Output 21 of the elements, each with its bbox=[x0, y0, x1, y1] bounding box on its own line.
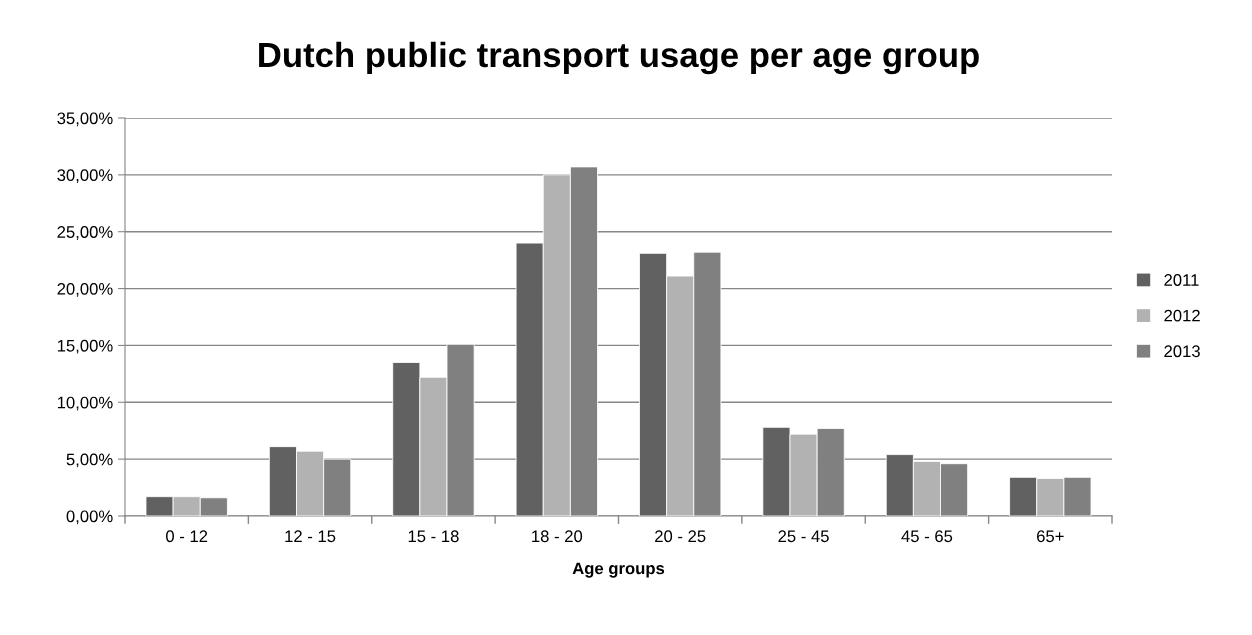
y-tick-label: 20,00% bbox=[57, 282, 113, 297]
x-tick-label: 20 - 25 bbox=[655, 530, 706, 543]
y-tick-label: 25,00% bbox=[57, 226, 113, 240]
y-tick-label: 15,00% bbox=[57, 339, 113, 354]
x-axis-title: Age groups bbox=[572, 562, 665, 578]
legend-label: 2012 bbox=[1164, 309, 1200, 322]
y-tick-label: 35,00% bbox=[57, 112, 113, 127]
x-tick-label: 0 - 12 bbox=[166, 530, 208, 543]
y-tick-label: 5,00% bbox=[66, 453, 113, 468]
legend-label: 2013 bbox=[1164, 345, 1200, 358]
y-tick-label: 30,00% bbox=[57, 169, 113, 184]
x-tick-label: 12 - 15 bbox=[285, 530, 336, 543]
x-tick-label: 25 - 45 bbox=[778, 530, 829, 543]
y-tick-label: 10,00% bbox=[57, 396, 113, 411]
x-tick-label: 18 - 20 bbox=[532, 530, 583, 543]
y-tick-label: 0,00% bbox=[66, 510, 113, 525]
x-tick-label: 65+ bbox=[1037, 530, 1064, 543]
legend-label: 2011 bbox=[1164, 274, 1199, 286]
chart-title: Dutch public transport usage per age group bbox=[259, 41, 979, 75]
x-tick-label: 15 - 18 bbox=[408, 530, 459, 543]
x-tick-label: 45 - 65 bbox=[901, 530, 953, 543]
